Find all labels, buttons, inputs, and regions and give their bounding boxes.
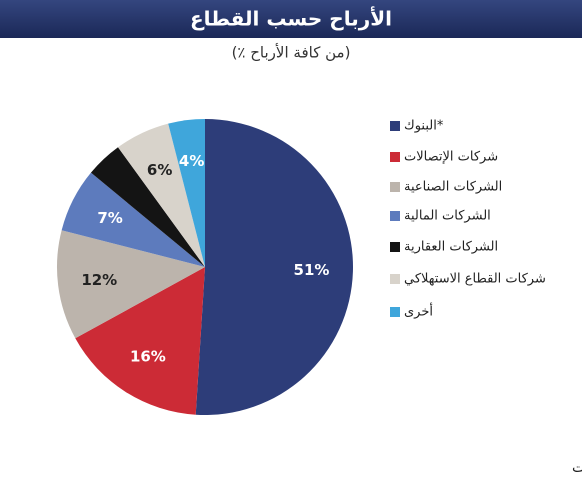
pie-slice xyxy=(168,119,205,267)
data-label: 12% xyxy=(81,271,117,289)
chart-subtitle: (٪ من كافة الأرباح) xyxy=(232,43,351,62)
legend-label: البنوك* xyxy=(404,119,444,134)
title-bar xyxy=(0,0,582,38)
legend-swatch xyxy=(390,152,400,162)
data-label: 4% xyxy=(179,152,204,170)
data-label: 16% xyxy=(130,347,166,365)
pie-slice xyxy=(75,267,205,415)
legend-swatch xyxy=(390,121,400,131)
legend-label: أخرى xyxy=(404,303,433,320)
legend-label: الشركات العقارية xyxy=(404,240,498,255)
pie-slice xyxy=(90,147,205,267)
source-note: المصدر: بورصة الكويت xyxy=(572,460,582,476)
pie-slice xyxy=(61,172,206,267)
legend-label: الشركات الصناعية xyxy=(404,180,502,195)
data-label: 6% xyxy=(147,161,172,179)
legend-swatch xyxy=(390,307,400,317)
legend-swatch xyxy=(390,182,400,192)
legend-swatch xyxy=(390,274,400,284)
pie-slice xyxy=(195,119,353,415)
legend-swatch xyxy=(390,242,400,252)
legend-label: شركات الإتصالات xyxy=(404,150,498,165)
chart-title: الأرباح حسب القطاع xyxy=(190,6,392,31)
legend-label: الشركات المالية xyxy=(404,209,491,224)
legend-swatch xyxy=(390,211,400,221)
pie-slice xyxy=(57,230,206,339)
legend-label: شركات القطاع الاستهلاكي xyxy=(404,272,546,287)
pie-slice xyxy=(118,123,205,267)
data-label: 7% xyxy=(97,209,122,227)
data-label: 51% xyxy=(294,261,330,279)
